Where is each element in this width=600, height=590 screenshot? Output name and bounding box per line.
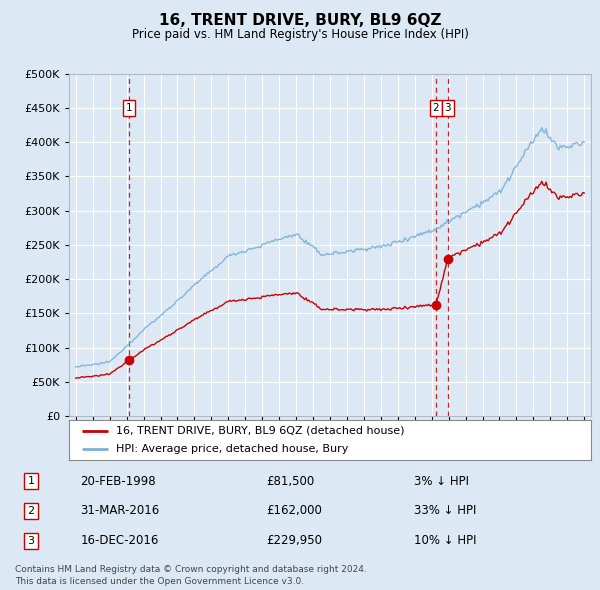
Text: 31-MAR-2016: 31-MAR-2016 [80, 504, 160, 517]
Text: 33% ↓ HPI: 33% ↓ HPI [414, 504, 476, 517]
Text: 10% ↓ HPI: 10% ↓ HPI [414, 535, 476, 548]
Text: 1: 1 [125, 103, 132, 113]
Text: Contains HM Land Registry data © Crown copyright and database right 2024.: Contains HM Land Registry data © Crown c… [15, 565, 367, 574]
Text: 1: 1 [28, 476, 34, 486]
Text: 16, TRENT DRIVE, BURY, BL9 6QZ: 16, TRENT DRIVE, BURY, BL9 6QZ [159, 13, 441, 28]
Text: Price paid vs. HM Land Registry's House Price Index (HPI): Price paid vs. HM Land Registry's House … [131, 28, 469, 41]
Text: HPI: Average price, detached house, Bury: HPI: Average price, detached house, Bury [116, 444, 349, 454]
Text: 3: 3 [28, 536, 34, 546]
Text: 16, TRENT DRIVE, BURY, BL9 6QZ (detached house): 16, TRENT DRIVE, BURY, BL9 6QZ (detached… [116, 426, 404, 436]
Text: This data is licensed under the Open Government Licence v3.0.: This data is licensed under the Open Gov… [15, 577, 304, 586]
Text: 3: 3 [445, 103, 451, 113]
Text: 3% ↓ HPI: 3% ↓ HPI [414, 474, 469, 487]
Text: 20-FEB-1998: 20-FEB-1998 [80, 474, 156, 487]
Text: £162,000: £162,000 [266, 504, 322, 517]
Text: 2: 2 [28, 506, 35, 516]
Text: 2: 2 [433, 103, 439, 113]
Text: £81,500: £81,500 [266, 474, 314, 487]
Text: £229,950: £229,950 [266, 535, 322, 548]
Text: 16-DEC-2016: 16-DEC-2016 [80, 535, 159, 548]
